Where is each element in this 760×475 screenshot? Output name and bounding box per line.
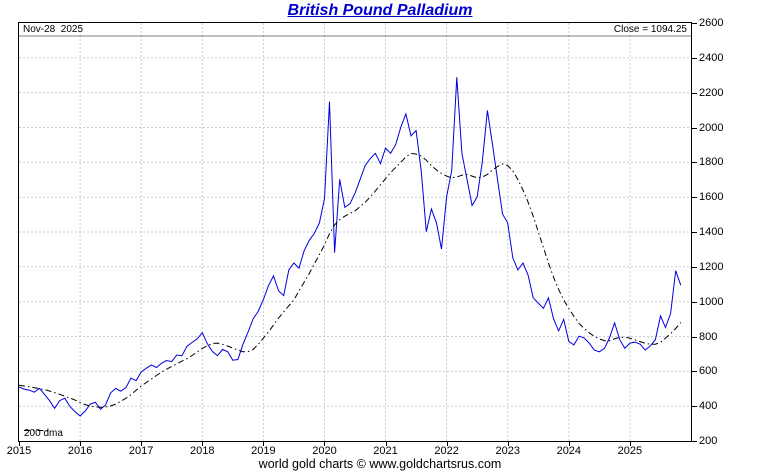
x-axis-tick [263, 442, 265, 446]
y-axis-tick [692, 162, 697, 164]
dma-legend-label: 200 dma [24, 428, 63, 439]
x-axis-tick [202, 442, 204, 446]
y-axis-tick [692, 92, 697, 94]
x-axis-label: 2024 [556, 445, 582, 457]
x-axis-label: 2025 [617, 445, 643, 457]
y-axis-label: 1600 [699, 191, 724, 204]
y-axis-tick [692, 127, 697, 129]
y-axis-tick [692, 301, 697, 303]
y-axis-tick [692, 406, 697, 408]
y-axis-tick [692, 266, 697, 268]
x-axis-label: 2015 [6, 445, 32, 457]
y-axis-tick [692, 232, 697, 233]
y-axis-tick [692, 57, 697, 59]
y-axis-label: 1800 [699, 156, 724, 169]
y-axis-label: 2400 [699, 51, 724, 64]
x-axis-label: 2022 [434, 445, 459, 457]
x-axis-tick [385, 442, 387, 446]
price-chart [19, 23, 691, 441]
x-axis-label: 2018 [190, 445, 215, 457]
x-axis-label: 2023 [495, 445, 520, 457]
page-title: British Pound Palladium [287, 2, 473, 19]
x-axis-tick [141, 442, 143, 446]
x-axis-label: 2019 [251, 445, 276, 457]
x-axis-label: 2017 [128, 445, 154, 457]
y-axis-tick [692, 23, 697, 24]
y-axis-label: 1000 [699, 295, 724, 308]
y-axis-label: 200 [699, 435, 718, 447]
y-axis-label: 2600 [699, 17, 724, 29]
y-axis-label: 1200 [699, 260, 724, 273]
x-axis-label: 2021 [373, 445, 398, 457]
dma-legend-line-icon [24, 430, 50, 431]
x-axis-label: 2016 [67, 445, 93, 457]
y-axis-label: 600 [699, 365, 718, 378]
x-axis-tick [507, 442, 509, 446]
x-axis-tick [80, 442, 82, 446]
y-axis-tick [692, 197, 697, 199]
x-axis-tick [19, 442, 20, 446]
y-axis-label: 1400 [699, 226, 724, 238]
chart-footer-credit: world gold charts © www.goldchartsrus.co… [258, 457, 502, 471]
y-axis-label: 2200 [699, 86, 724, 99]
y-axis-label: 2000 [699, 121, 724, 134]
x-axis-tick [629, 442, 631, 446]
chart-legend: 200 dma [24, 428, 63, 439]
chart-date-label: Nov-28 2025 [23, 24, 84, 35]
y-axis-label: 800 [699, 330, 718, 343]
x-axis-tick [446, 442, 448, 446]
x-axis-tick [568, 442, 570, 446]
y-axis-label: 400 [699, 400, 718, 413]
chart-close-label: Close = 1094.25 [613, 24, 687, 35]
y-axis-tick [692, 441, 697, 442]
y-axis-tick [692, 371, 697, 373]
y-axis-tick [692, 336, 697, 338]
x-axis-label: 2020 [312, 445, 337, 457]
chart-plot-area: Nov-28 2025 Close = 1094.25 200 dma [18, 22, 692, 442]
x-axis-tick [324, 442, 326, 446]
